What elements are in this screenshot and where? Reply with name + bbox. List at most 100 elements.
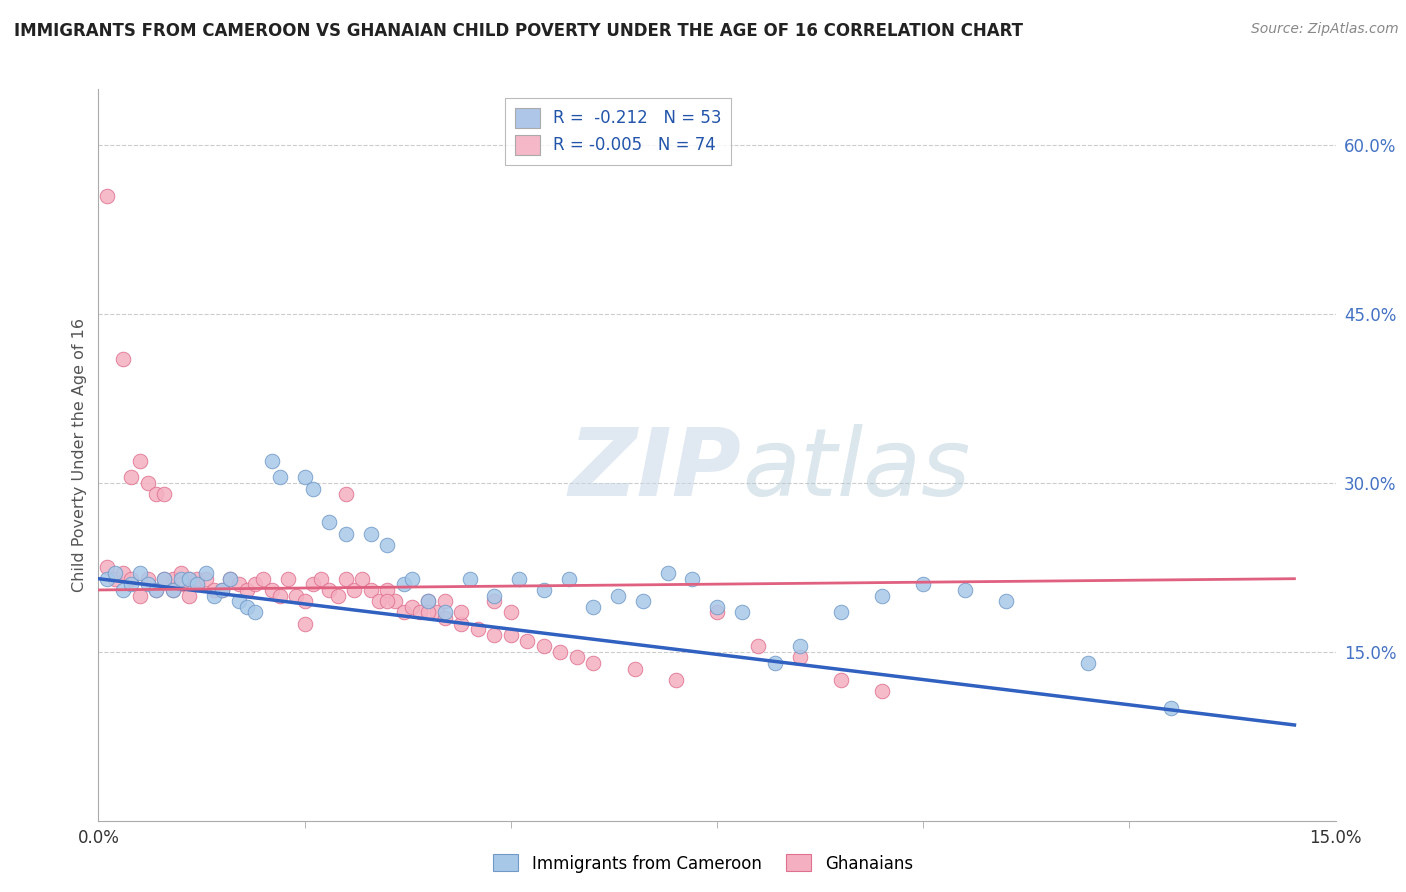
Point — [170, 566, 193, 580]
Point — [326, 589, 349, 603]
Point — [343, 582, 366, 597]
Point — [508, 572, 530, 586]
Point — [228, 594, 250, 608]
Point — [153, 572, 176, 586]
Point — [418, 594, 440, 608]
Point — [302, 482, 325, 496]
Point — [623, 662, 645, 676]
Point — [219, 572, 242, 586]
Point — [302, 577, 325, 591]
Point — [128, 589, 150, 603]
Point — [665, 673, 688, 687]
Point — [657, 566, 679, 580]
Point — [153, 572, 176, 586]
Point — [170, 572, 193, 586]
Point — [112, 566, 135, 580]
Point — [179, 572, 201, 586]
Point — [516, 633, 538, 648]
Point — [179, 589, 201, 603]
Point — [450, 616, 472, 631]
Point — [789, 639, 811, 653]
Point — [409, 606, 432, 620]
Point — [426, 606, 449, 620]
Point — [747, 639, 769, 653]
Point — [706, 599, 728, 614]
Point — [112, 352, 135, 367]
Point — [309, 572, 332, 586]
Point — [269, 589, 291, 603]
Point — [96, 189, 118, 203]
Point — [499, 606, 522, 620]
Point — [162, 582, 184, 597]
Point — [186, 577, 208, 591]
Text: IMMIGRANTS FROM CAMEROON VS GHANAIAN CHILD POVERTY UNDER THE AGE OF 16 CORRELATI: IMMIGRANTS FROM CAMEROON VS GHANAIAN CHI… — [14, 22, 1024, 40]
Point — [120, 470, 142, 484]
Legend: Immigrants from Cameroon, Ghanaians: Immigrants from Cameroon, Ghanaians — [486, 847, 920, 880]
Point — [228, 577, 250, 591]
Point — [136, 572, 159, 586]
Point — [484, 589, 506, 603]
Point — [484, 594, 506, 608]
Point — [104, 566, 127, 580]
Point — [335, 487, 357, 501]
Point — [318, 516, 340, 530]
Point — [170, 577, 193, 591]
Y-axis label: Child Poverty Under the Age of 16: Child Poverty Under the Age of 16 — [72, 318, 87, 592]
Point — [211, 582, 233, 597]
Point — [565, 650, 588, 665]
Point — [484, 628, 506, 642]
Point — [162, 572, 184, 586]
Point — [582, 656, 605, 670]
Point — [1077, 656, 1099, 670]
Point — [433, 611, 456, 625]
Point — [458, 572, 481, 586]
Point — [96, 572, 118, 586]
Point — [1160, 701, 1182, 715]
Point — [401, 572, 423, 586]
Point — [294, 594, 316, 608]
Point — [318, 582, 340, 597]
Point — [953, 582, 976, 597]
Point — [294, 470, 316, 484]
Point — [186, 572, 208, 586]
Point — [467, 623, 489, 637]
Point — [260, 582, 283, 597]
Point — [418, 606, 440, 620]
Point — [285, 589, 308, 603]
Point — [269, 470, 291, 484]
Point — [392, 577, 415, 591]
Point — [789, 650, 811, 665]
Point — [145, 582, 167, 597]
Point — [145, 487, 167, 501]
Point — [153, 487, 176, 501]
Point — [260, 453, 283, 467]
Point — [211, 582, 233, 597]
Point — [433, 606, 456, 620]
Point — [360, 526, 382, 541]
Point — [252, 572, 274, 586]
Point — [335, 526, 357, 541]
Point — [136, 577, 159, 591]
Point — [352, 572, 374, 586]
Point — [375, 594, 398, 608]
Point — [179, 572, 201, 586]
Point — [557, 572, 579, 586]
Point — [367, 594, 389, 608]
Point — [450, 606, 472, 620]
Point — [120, 577, 142, 591]
Point — [136, 476, 159, 491]
Point — [401, 599, 423, 614]
Point — [433, 594, 456, 608]
Point — [830, 606, 852, 620]
Point — [96, 560, 118, 574]
Point — [681, 572, 703, 586]
Point — [499, 628, 522, 642]
Point — [202, 582, 225, 597]
Point — [243, 606, 266, 620]
Point — [162, 582, 184, 597]
Point — [763, 656, 786, 670]
Point — [277, 572, 299, 586]
Point — [194, 572, 217, 586]
Legend: R =  -0.212   N = 53, R = -0.005   N = 74: R = -0.212 N = 53, R = -0.005 N = 74 — [505, 97, 731, 165]
Point — [236, 582, 259, 597]
